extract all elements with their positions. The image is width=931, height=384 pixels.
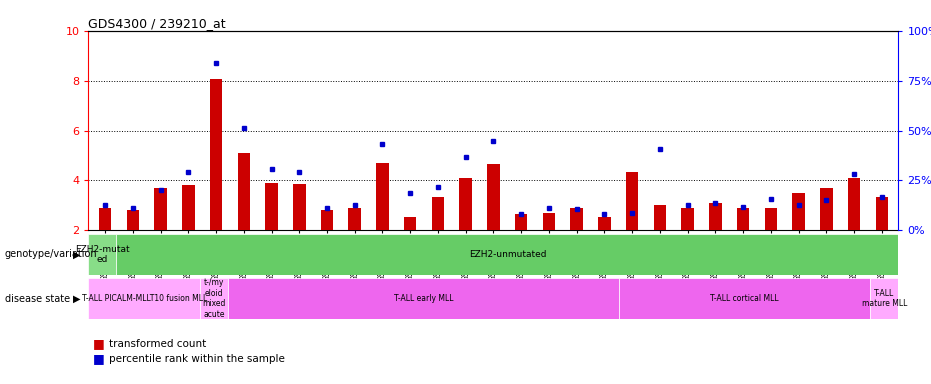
Bar [293, 184, 305, 230]
Bar [681, 208, 694, 230]
Text: ■: ■ [93, 337, 105, 350]
Bar [460, 178, 472, 230]
Text: EZH2-unmutated: EZH2-unmutated [468, 250, 546, 259]
Text: ▶: ▶ [73, 249, 80, 260]
Bar [348, 208, 361, 230]
Text: disease state: disease state [5, 293, 70, 304]
Bar [515, 214, 527, 230]
Text: T-ALL PICALM-MLLT10 fusion MLL: T-ALL PICALM-MLLT10 fusion MLL [82, 294, 207, 303]
Bar [792, 193, 804, 230]
Bar [99, 208, 112, 230]
Bar [228, 278, 619, 319]
Text: transformed count: transformed count [109, 339, 206, 349]
Bar [265, 183, 277, 230]
Bar [543, 213, 555, 230]
Bar [376, 163, 389, 230]
Bar [870, 278, 898, 319]
Text: ■: ■ [93, 353, 105, 366]
Bar [88, 278, 200, 319]
Text: T-ALL early MLL: T-ALL early MLL [394, 294, 453, 303]
Bar [404, 217, 416, 230]
Text: GDS4300 / 239210_at: GDS4300 / 239210_at [88, 17, 226, 30]
Bar [598, 217, 611, 230]
Bar [820, 188, 832, 230]
Bar [764, 208, 777, 230]
Text: t-/my
eloid
mixed
acute: t-/my eloid mixed acute [202, 278, 226, 319]
Text: T-ALL cortical MLL: T-ALL cortical MLL [710, 294, 779, 303]
Bar [432, 197, 444, 230]
Bar [875, 197, 888, 230]
Bar [127, 210, 139, 230]
Bar [626, 172, 639, 230]
Bar [88, 234, 116, 275]
Bar [200, 278, 228, 319]
Bar [654, 205, 666, 230]
Bar [709, 203, 722, 230]
Bar [619, 278, 870, 319]
Bar [209, 79, 223, 230]
Bar [571, 208, 583, 230]
Bar [736, 208, 749, 230]
Text: percentile rank within the sample: percentile rank within the sample [109, 354, 285, 364]
Bar [182, 185, 195, 230]
Text: genotype/variation: genotype/variation [5, 249, 97, 260]
Bar [487, 164, 500, 230]
Bar [321, 210, 333, 230]
Bar [155, 188, 167, 230]
Text: T-ALL
mature MLL: T-ALL mature MLL [862, 289, 907, 308]
Bar [237, 153, 250, 230]
Text: ▶: ▶ [73, 293, 80, 304]
Text: EZH2-mutat
ed: EZH2-mutat ed [75, 245, 129, 264]
Bar [848, 178, 860, 230]
